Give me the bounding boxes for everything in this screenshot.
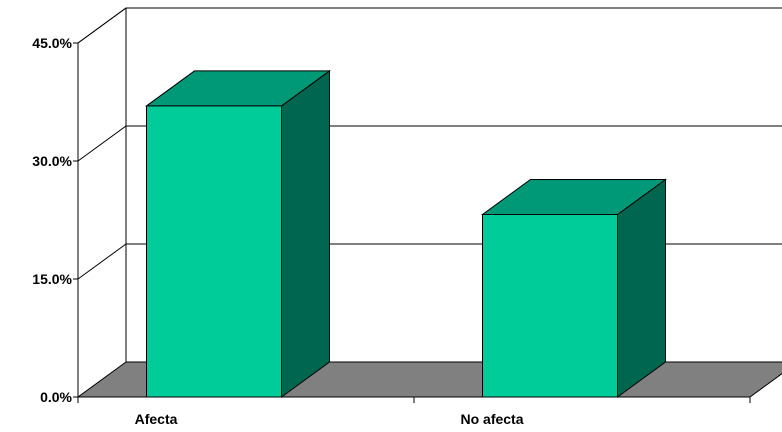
x-category-label-0: Afecta xyxy=(135,411,178,427)
bar-1-front xyxy=(482,213,618,398)
bar-0-front xyxy=(146,105,282,398)
bar-0-side xyxy=(281,69,330,398)
y-tick-label-3: 45.0% xyxy=(32,35,72,51)
y-axis-ticks: 0.0% 15.0% 30.0% 45.0% xyxy=(32,35,78,405)
y-tick-label-1: 15.0% xyxy=(32,271,72,287)
side-wall-gridline-1 xyxy=(77,243,127,280)
bar-1 xyxy=(480,178,668,398)
side-wall-gridline-2 xyxy=(77,125,127,162)
bar-1-side xyxy=(617,178,666,398)
x-category-label-1: No afecta xyxy=(460,411,523,427)
x-axis-ticks: Afecta No afecta xyxy=(77,397,751,427)
bar-0 xyxy=(144,69,332,398)
side-wall-top-edge xyxy=(77,7,127,44)
y-tick-label-0: 0.0% xyxy=(40,389,72,405)
y-tick-label-2: 30.0% xyxy=(32,153,72,169)
bars xyxy=(144,69,668,398)
